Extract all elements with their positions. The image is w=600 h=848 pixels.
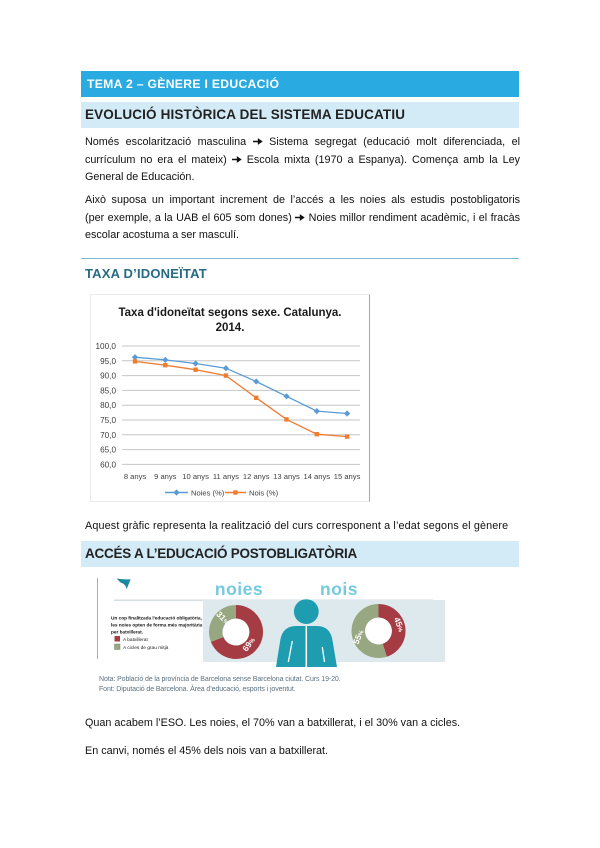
svg-text:Nois (%): Nois (%) (249, 489, 279, 498)
svg-text:60,0: 60,0 (100, 460, 116, 469)
svg-text:les noies opten de forma més m: les noies opten de forma més majoritària (111, 623, 203, 629)
svg-text:80,0: 80,0 (100, 401, 116, 410)
svg-text:13 anys: 13 anys (273, 472, 300, 481)
svg-text:75,0: 75,0 (100, 416, 116, 425)
svg-text:15 anys: 15 anys (334, 472, 361, 481)
svg-text:8 anys: 8 anys (124, 472, 147, 481)
svg-text:11 anys: 11 anys (213, 472, 239, 481)
svg-text:95,0: 95,0 (100, 357, 116, 366)
svg-text:2014.: 2014. (216, 322, 245, 334)
svg-text:90,0: 90,0 (100, 372, 116, 381)
svg-text:70,0: 70,0 (100, 431, 116, 440)
svg-text:65,0: 65,0 (100, 446, 116, 455)
svg-text:10 anys: 10 anys (182, 472, 209, 481)
svg-text:100,0: 100,0 (96, 342, 117, 351)
svg-text:A cicles de grau mitjà: A cicles de grau mitjà (123, 645, 169, 651)
svg-text:85,0: 85,0 (100, 386, 116, 395)
svg-text:per batxillerat.: per batxillerat. (111, 630, 143, 636)
svg-text:noies: noies (215, 579, 263, 599)
svg-text:14 anys: 14 anys (303, 472, 330, 481)
svg-text:Un cop finalitzada l'educació: Un cop finalitzada l'educació obligatòri… (111, 616, 202, 622)
svg-text:12 anys: 12 anys (243, 472, 270, 481)
svg-text:9 anys: 9 anys (154, 472, 177, 481)
svg-text:Taxa d'idoneïtat segons sexe.: Taxa d'idoneïtat segons sexe. Catalunya. (118, 307, 341, 319)
svg-text:nois: nois (320, 579, 358, 599)
svg-text:Noies (%): Noies (%) (191, 489, 225, 498)
svg-text:A batxillerat: A batxillerat (123, 637, 148, 643)
